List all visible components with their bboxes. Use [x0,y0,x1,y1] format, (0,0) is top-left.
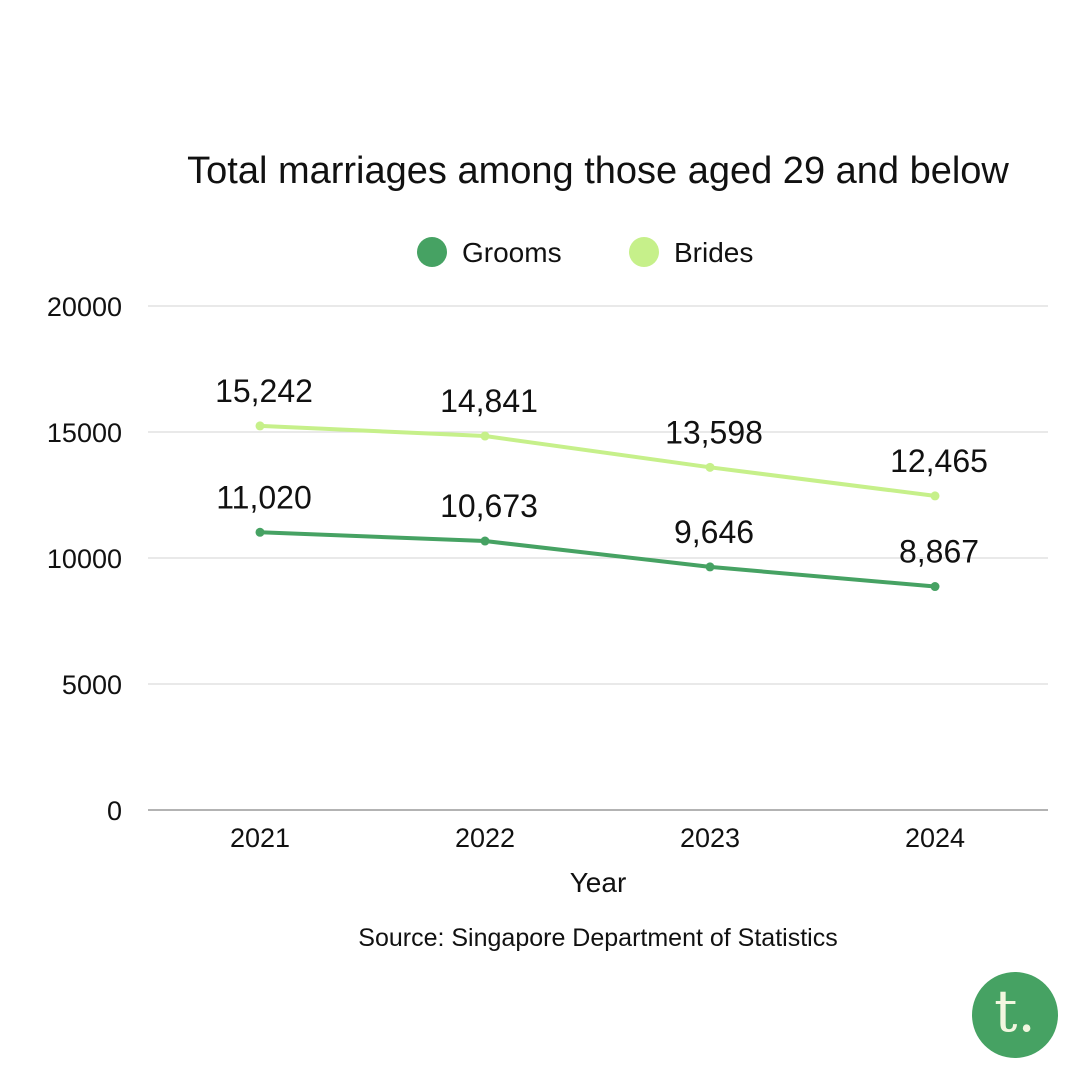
source-note: Source: Singapore Department of Statisti… [358,924,837,952]
data-point [255,527,265,537]
data-point [255,421,265,431]
y-tick-label: 10000 [47,544,122,574]
series-line [258,530,937,589]
data-point [705,462,715,472]
grid-lines [148,305,1048,811]
brand-logo: t. [972,972,1058,1058]
data-label: 13,598 [665,414,763,450]
data-label: 9,646 [674,514,754,550]
legend-label: Brides [674,237,753,268]
data-point [480,536,490,546]
series-layer: 11,020 10,673 9,646 8,867 15,242 14,841 13,598… [215,373,988,592]
data-point [705,562,715,572]
data-label: 11,020 [216,479,312,515]
brand-logo-letter: t. [994,977,1036,1045]
data-point [930,491,940,501]
y-tick-label: 20000 [47,292,122,322]
data-point [930,582,940,592]
chart-title: Total marriages among those aged 29 and … [187,150,1009,192]
x-tick-label: 2022 [455,823,515,853]
y-tick-label: 5000 [62,670,122,700]
data-label: 10,673 [440,488,538,524]
legend-marker [629,237,659,267]
data-label: 14,841 [440,383,538,419]
x-tick-label: 2023 [680,823,740,853]
data-label: 8,867 [899,534,979,570]
data-label: 15,242 [215,373,313,409]
x-axis-label: Year [570,867,627,898]
legend: Grooms Brides [417,237,753,268]
legend-label: Grooms [462,237,562,268]
data-point [480,431,490,441]
data-label: 12,465 [890,443,988,479]
series-line [258,423,937,498]
y-tick-label: 0 [107,796,122,826]
y-tick-label: 15000 [47,418,122,448]
x-axis: 2021 2022 2023 2024 [230,823,965,853]
x-tick-label: 2024 [905,823,965,853]
legend-marker [417,237,447,267]
y-axis: 0 5000 10000 15000 20000 [47,292,122,826]
x-tick-label: 2021 [230,823,290,853]
